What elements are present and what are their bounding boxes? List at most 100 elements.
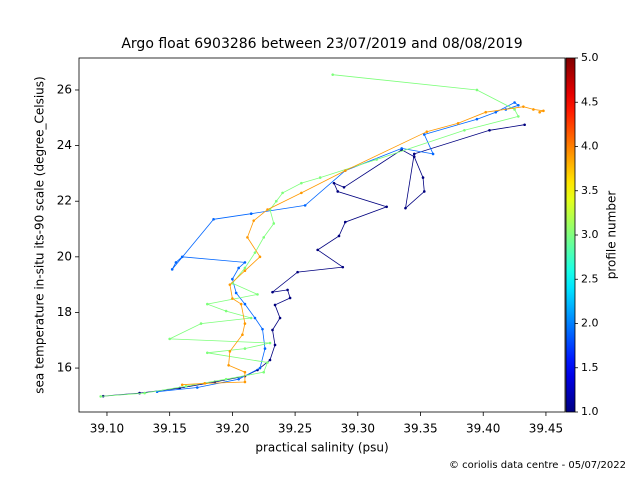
data-point — [246, 236, 249, 239]
data-point — [243, 266, 247, 270]
colorbar-tick-label: 1.5 — [581, 361, 599, 374]
data-point — [522, 105, 525, 108]
data-point — [342, 186, 346, 189]
y-tick-label: 18 — [57, 305, 72, 319]
data-point — [143, 391, 146, 395]
y-axis-label: sea temperature in-situ its-90 scale (de… — [33, 76, 47, 393]
data-point — [258, 366, 262, 370]
colorbar-tick-label: 4.5 — [581, 95, 599, 108]
colorbar-tick-label: 1.0 — [581, 405, 599, 418]
data-point — [184, 384, 188, 388]
data-point — [228, 350, 232, 353]
x-axis-label: practical salinity (psu) — [255, 441, 388, 455]
data-point — [237, 377, 240, 381]
x-tick-label: 39.10 — [90, 422, 124, 436]
series-line — [103, 124, 525, 397]
data-point — [252, 219, 256, 222]
data-point — [271, 290, 274, 294]
data-point — [412, 155, 416, 159]
data-point — [341, 265, 345, 269]
data-point — [288, 296, 292, 300]
data-point — [273, 303, 277, 307]
data-point — [412, 152, 416, 156]
data-point — [331, 73, 335, 76]
data-point — [421, 176, 425, 179]
data-point — [336, 190, 340, 193]
x-tick-label: 39.15 — [152, 422, 186, 436]
data-point — [206, 351, 209, 355]
data-point — [253, 316, 257, 320]
series-line — [157, 102, 520, 393]
data-point — [243, 347, 247, 350]
data-point — [243, 269, 247, 273]
data-point — [203, 382, 207, 385]
colorbar-tick-label: 2.5 — [581, 272, 599, 285]
data-point — [318, 176, 322, 179]
data-point — [484, 110, 488, 114]
y-tick-label: 22 — [57, 194, 72, 208]
data-point — [532, 108, 535, 111]
data-point — [303, 204, 307, 207]
data-point — [227, 363, 230, 367]
colorbar-tick-label: 3.5 — [581, 184, 599, 197]
data-point — [425, 130, 429, 133]
data-point — [404, 206, 407, 210]
data-point — [272, 222, 276, 225]
data-point — [256, 293, 259, 296]
y-tick-label: 20 — [57, 249, 72, 263]
data-point — [266, 361, 269, 364]
data-point — [300, 191, 303, 195]
data-point — [400, 147, 404, 150]
x-tick-label: 39.45 — [529, 422, 563, 436]
data-point — [268, 341, 272, 345]
data-point — [273, 343, 277, 347]
data-point — [475, 117, 479, 121]
data-point — [332, 181, 336, 185]
data-point — [422, 133, 426, 136]
data-point — [263, 347, 267, 350]
data-point — [243, 302, 247, 306]
data-point — [456, 122, 460, 125]
data-point — [258, 255, 262, 259]
data-point — [517, 103, 520, 107]
x-tick-label: 39.35 — [403, 422, 437, 436]
data-point — [231, 297, 234, 300]
data-point — [249, 212, 253, 216]
data-point — [234, 291, 238, 295]
data-point — [463, 129, 466, 132]
data-point — [174, 261, 178, 264]
colorbar-tick-label: 3.0 — [581, 228, 599, 241]
data-point — [513, 108, 516, 111]
data-point — [228, 283, 232, 286]
data-point — [224, 377, 228, 381]
data-point — [243, 322, 247, 325]
data-point — [180, 383, 184, 387]
colorbar — [565, 57, 576, 413]
data-point — [337, 234, 341, 238]
data-point — [212, 217, 215, 221]
data-point — [268, 358, 272, 362]
x-tick-label: 39.40 — [466, 422, 500, 436]
colorbar-label: profile number — [605, 191, 619, 280]
colorbar-tick-label: 4.0 — [581, 140, 599, 153]
data-point — [249, 316, 253, 320]
data-point — [243, 370, 247, 374]
data-point — [343, 169, 347, 172]
data-point — [99, 395, 102, 398]
data-point — [431, 152, 435, 156]
data-point — [271, 328, 274, 332]
data-point — [316, 248, 319, 252]
x-tick-label: 39.30 — [341, 422, 375, 436]
data-point — [517, 115, 520, 118]
data-point — [494, 110, 498, 114]
colorbar-tick-label: 5.0 — [581, 51, 599, 64]
data-point — [231, 277, 234, 281]
y-tick-label: 16 — [57, 361, 72, 375]
data-point — [300, 181, 303, 185]
plot-frame — [78, 57, 566, 413]
series-line — [100, 74, 519, 397]
chart-title: Argo float 6903286 between 23/07/2019 an… — [121, 36, 522, 52]
data-point — [170, 268, 174, 271]
